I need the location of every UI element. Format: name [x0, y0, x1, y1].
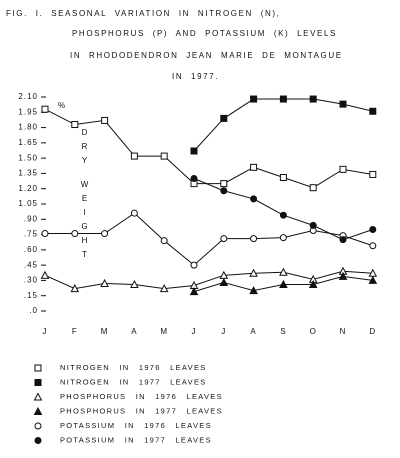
title-line: IN RHODODENDRON JEAN MARIE DE MONTAGUE — [70, 51, 343, 60]
x-tick-label: M — [160, 327, 168, 336]
legend-marker — [34, 364, 42, 372]
data-point — [368, 275, 378, 284]
data-point — [250, 195, 258, 203]
data-point — [339, 165, 347, 173]
data-point — [41, 230, 49, 238]
legend-label: NITROGEN IN 1976 LEAVES — [60, 363, 207, 372]
data-point — [220, 187, 228, 195]
data-point — [339, 100, 347, 108]
x-tick-label: A — [250, 327, 256, 336]
y-tick-label: .45 — [24, 260, 38, 269]
data-point — [100, 278, 109, 287]
data-point — [220, 180, 228, 188]
data-point — [70, 284, 80, 293]
data-point — [130, 279, 139, 289]
legend-label: POTASSIUM IN 1977 LEAVES — [60, 435, 212, 444]
data-point — [369, 242, 377, 250]
data-point — [159, 284, 169, 293]
data-point — [160, 152, 168, 160]
data-point — [279, 279, 288, 289]
series-line — [193, 178, 373, 241]
x-tick-label: M — [101, 327, 109, 336]
data-point — [101, 116, 109, 124]
data-point — [339, 236, 347, 244]
legend-marker — [33, 406, 43, 415]
data-point — [369, 170, 377, 178]
y-tick-label: 1.65 — [18, 138, 38, 147]
data-point — [308, 279, 318, 289]
data-point — [130, 152, 138, 160]
data-point — [279, 174, 287, 182]
data-point — [369, 225, 377, 233]
x-tick-label: N — [340, 327, 347, 336]
data-point — [279, 267, 288, 276]
x-tick-label: J — [221, 327, 226, 336]
data-point — [279, 234, 287, 242]
data-point — [189, 287, 199, 296]
legend-label: POTASSIUM IN 1976 LEAVES — [60, 421, 212, 430]
series-line — [45, 212, 373, 266]
data-point — [220, 235, 228, 243]
y-tick-label: 1.95 — [18, 107, 38, 116]
data-point — [130, 209, 138, 217]
data-point — [279, 95, 287, 103]
data-point — [71, 121, 79, 129]
y-tick-label: 1.35 — [18, 169, 38, 178]
data-point — [190, 147, 198, 155]
y-tick-label: 1.80 — [18, 123, 38, 132]
data-point — [250, 163, 258, 171]
data-point — [41, 105, 49, 113]
data-point — [249, 268, 258, 277]
data-point — [219, 277, 229, 286]
title-line: PHOSPHORUS (P) AND POTASSIUM (K) LEVELS — [72, 29, 337, 38]
data-point — [309, 221, 317, 229]
legend-label: NITROGEN IN 1977 LEAVES — [60, 377, 207, 386]
data-point — [309, 95, 317, 103]
legend-marker — [34, 422, 42, 430]
data-point — [249, 286, 258, 295]
x-tick-label: O — [310, 327, 317, 336]
data-point — [220, 114, 228, 122]
legend-marker — [34, 437, 42, 444]
data-point — [71, 230, 79, 238]
y-tick-label: 2.10 — [18, 92, 38, 101]
data-point — [369, 107, 377, 115]
series-line — [44, 270, 373, 290]
y-tick-label: .75 — [24, 230, 38, 239]
y-unit: % — [58, 101, 66, 110]
data-point — [338, 271, 348, 280]
data-point — [309, 184, 317, 192]
data-point — [40, 270, 50, 279]
y-tick-label: .0 — [29, 306, 38, 315]
data-point — [250, 235, 258, 243]
y-tick-label: 1.05 — [18, 199, 38, 208]
title-line: IN 1977. — [172, 72, 219, 81]
y-tick-label: .30 — [24, 276, 38, 285]
data-point — [279, 211, 287, 219]
x-tick-label: J — [192, 327, 197, 336]
legend-marker — [34, 379, 42, 386]
x-tick-label: F — [72, 327, 78, 336]
x-tick-label: J — [43, 327, 48, 336]
x-tick-label: D — [369, 327, 376, 336]
y-tick-label: 1.20 — [18, 184, 38, 193]
data-point — [190, 175, 198, 183]
legend-label: PHOSPHORUS IN 1977 LEAVES — [60, 406, 223, 415]
data-point — [101, 230, 109, 238]
x-tick-label: S — [280, 327, 286, 336]
series-line — [44, 108, 373, 189]
y-tick-label: .15 — [24, 291, 38, 300]
y-tick-label: .90 — [24, 214, 38, 223]
title-line: FIG. I. SEASONAL VARIATION IN NITROGEN (… — [6, 9, 280, 18]
y-tick-label: .60 — [24, 245, 38, 254]
legend-label: PHOSPHORUS IN 1976 LEAVES — [60, 392, 223, 401]
data-point — [160, 237, 168, 245]
y-tick-label: 1.50 — [18, 153, 38, 162]
data-point — [250, 95, 258, 103]
data-point — [190, 261, 198, 269]
legend-marker — [33, 392, 43, 401]
x-tick-label: A — [131, 327, 137, 336]
